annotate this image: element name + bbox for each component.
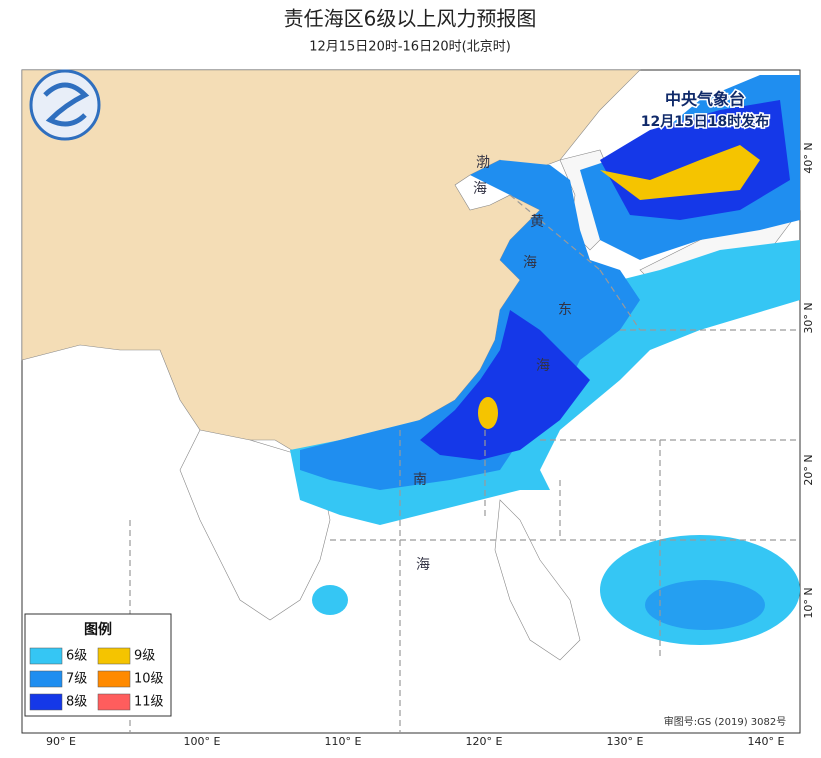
lat-label: 30° N — [802, 302, 815, 333]
legend-label: 9级 — [134, 649, 155, 664]
lon-label: 130° E — [607, 735, 644, 748]
review-number: 审图号:GS (2019) 3082号 — [664, 715, 787, 728]
legend-label: 6级 — [66, 649, 87, 664]
lat-label: 40° N — [802, 142, 815, 173]
sea-label: 海 — [473, 181, 487, 197]
lon-label: 100° E — [184, 735, 221, 748]
map — [21, 69, 801, 734]
lat-label: 20° N — [802, 454, 815, 485]
legend-swatch — [29, 670, 63, 688]
lon-label: 120° E — [466, 735, 503, 748]
wind-zone-8 — [420, 310, 590, 460]
legend-swatch — [97, 647, 131, 665]
sea-area-boundary — [129, 194, 800, 733]
legend-swatch — [29, 647, 63, 665]
axis-labels: 90° E 100° E 110° E 120° E 130° E 140° E 40° N… — [46, 142, 815, 748]
sea-label: 海 — [536, 358, 550, 374]
lon-label: 90° E — [46, 735, 76, 748]
sea-label: 渤 — [476, 155, 490, 171]
issue-time: 12月15日18时发布 — [641, 113, 769, 130]
legend-items: 6级 7级 8级 9级 10级 11级 — [29, 647, 164, 711]
lon-label: 140° E — [748, 735, 785, 748]
legend-title: 图例 — [84, 621, 112, 638]
taiwan — [478, 397, 498, 429]
issuer-agency: 中央气象台 — [665, 90, 745, 109]
sea-label: 南 — [413, 472, 427, 488]
legend-label: 7级 — [66, 672, 87, 687]
sea-label: 海 — [416, 557, 430, 573]
logo-mark — [43, 82, 90, 127]
wind-zone-6 — [312, 585, 348, 615]
legend-swatch — [97, 670, 131, 688]
wind-zone-7 — [645, 580, 765, 630]
lon-label: 110° E — [325, 735, 362, 748]
legend: 图例 6级 7级 8级 9级 10级 11级 — [24, 613, 172, 717]
sea-label: 黄 — [530, 213, 544, 230]
wind-zone-9 — [600, 145, 760, 200]
legend-swatch — [97, 693, 131, 711]
title: 责任海区6级以上风力预报图 — [284, 7, 537, 31]
legend-label: 10级 — [134, 672, 164, 687]
subtitle: 12月15日20时-16日20时(北京时) — [309, 40, 511, 55]
sea-label: 海 — [523, 255, 537, 271]
lat-label: 10° N — [802, 587, 815, 618]
wind-zone-7 — [300, 160, 640, 490]
sea-label: 东 — [558, 302, 572, 318]
legend-label: 8级 — [66, 695, 87, 710]
legend-swatch — [29, 693, 63, 711]
legend-label: 11级 — [134, 695, 164, 710]
